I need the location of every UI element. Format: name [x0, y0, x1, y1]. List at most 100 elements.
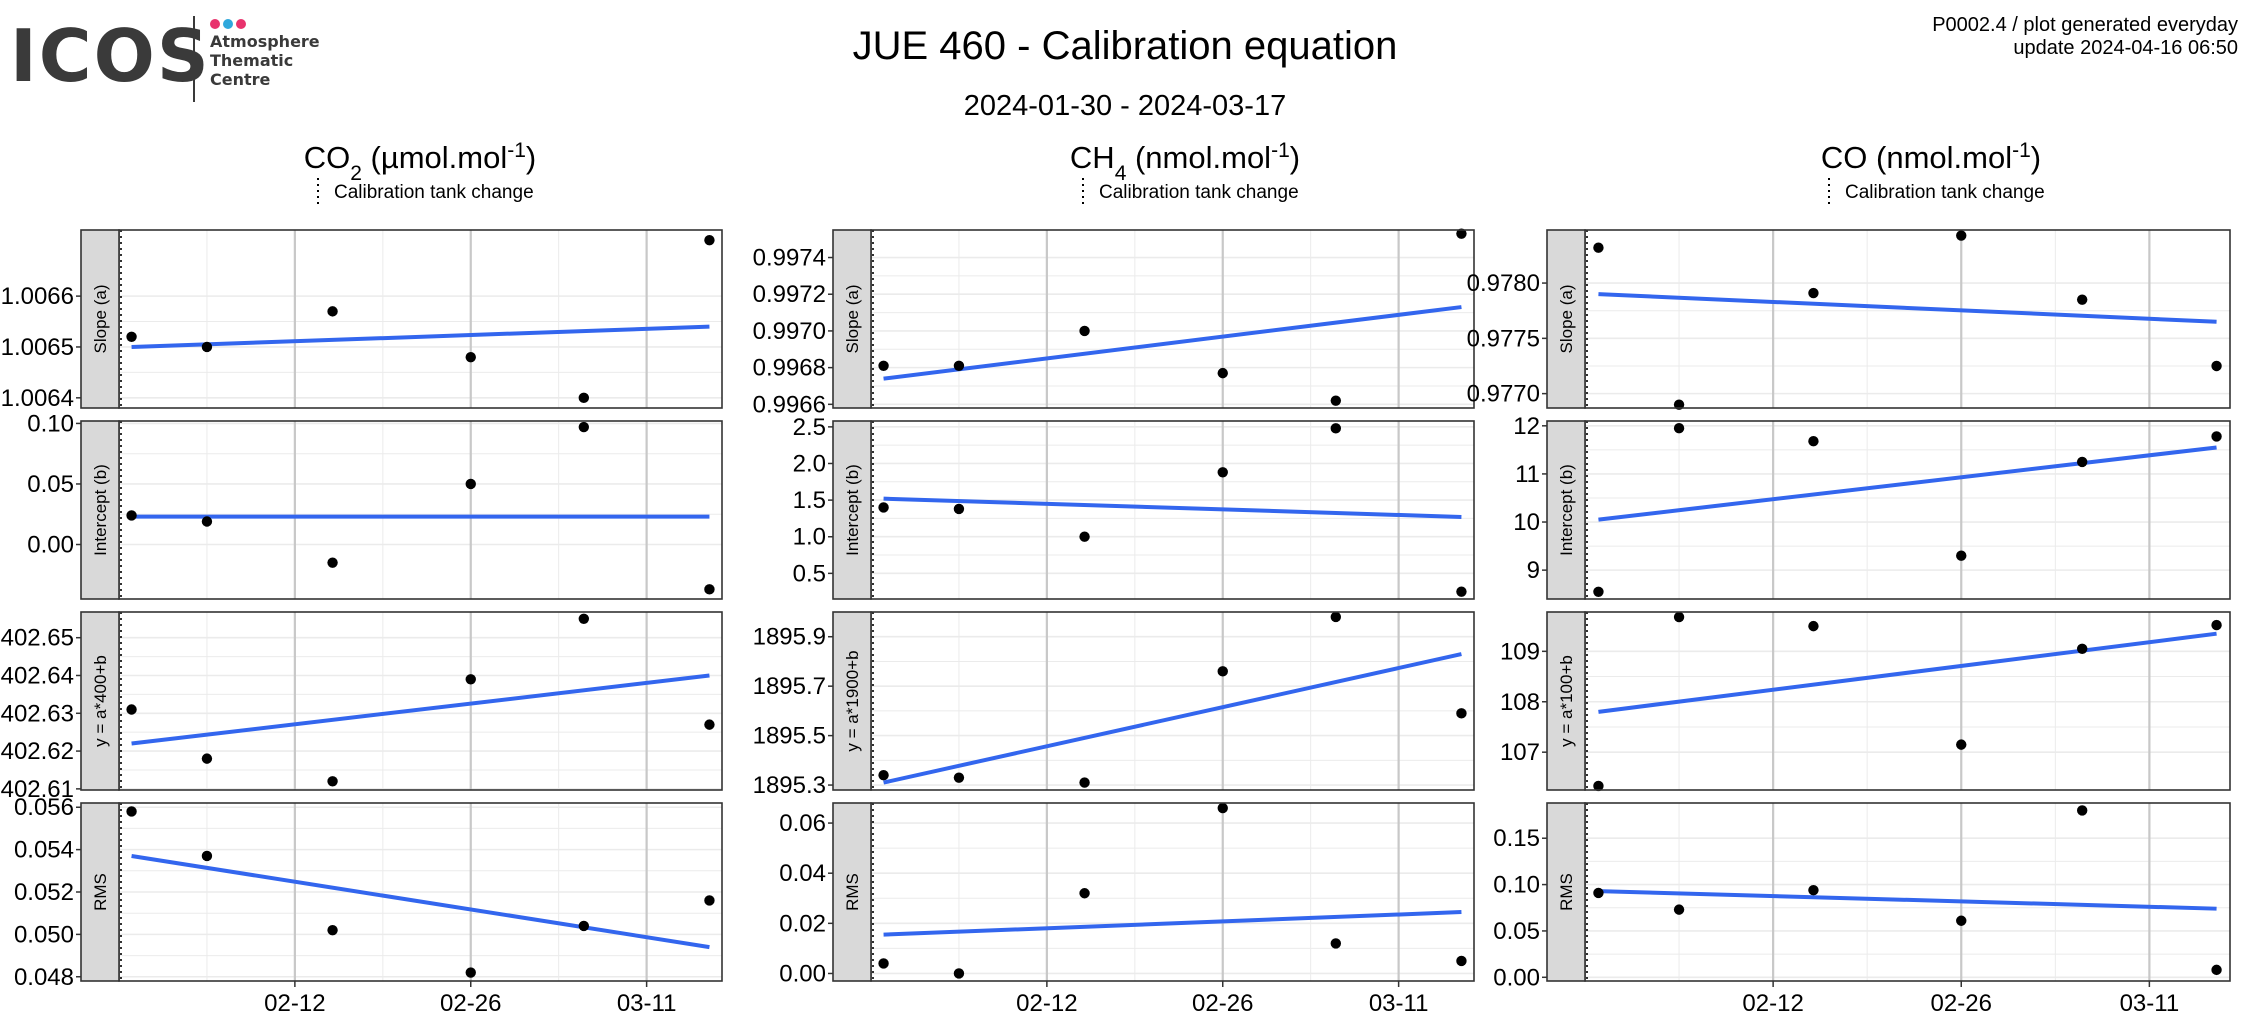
data-point: [1593, 887, 1604, 899]
y-tick-label: 0.04: [779, 860, 826, 887]
data-point: [953, 360, 965, 371]
y-tick-label: 0.00: [27, 532, 74, 559]
facet-strip-label: Intercept (b): [91, 464, 110, 556]
y-tick-label: 1895.3: [753, 772, 826, 799]
facet-strip: [1546, 802, 1586, 982]
panel-border: [118, 420, 723, 600]
data-point: [1217, 467, 1228, 478]
y-tick-label: 1895.9: [753, 624, 826, 651]
y-tick-label: 0.00: [779, 960, 826, 987]
data-point: [2076, 643, 2088, 655]
data-point: [1673, 423, 1685, 434]
date-range: 2024-01-30 - 2024-03-17: [963, 90, 1287, 122]
gas-column: CH4 (nmol.mol-1)Calibration tank changeS…: [753, 139, 1475, 1017]
data-point: [1079, 325, 1090, 337]
data-point: [201, 341, 213, 353]
gas-name: CO: [304, 140, 351, 175]
unit-close: ): [1290, 140, 1300, 175]
fit-line: [883, 496, 1462, 519]
gas-unit: (µmol.mol: [362, 140, 507, 175]
facet-strip-label: Intercept (b): [843, 464, 862, 556]
facet-strip-label: Slope (a): [91, 285, 110, 354]
unit-close: ): [526, 140, 536, 175]
page-header: ICOS Atmosphere Thematic Centre JUE 460 …: [0, 0, 2250, 130]
panel-border: [118, 611, 723, 791]
data-point: [2076, 456, 2088, 468]
facet-strip-label: RMS: [843, 873, 862, 911]
gas-column: CO (nmol.mol-1) Calibration tank change Sl…: [1467, 139, 2231, 1017]
panel-border: [870, 802, 1475, 982]
data-point: [1956, 550, 1967, 561]
data-point: [878, 360, 889, 371]
data-point: [1593, 586, 1604, 597]
data-point: [201, 753, 213, 764]
facet-panel: Slope (a) 1.0064 1.0065 1.0066: [1, 229, 723, 412]
y-tick-label: 11: [1515, 461, 1540, 488]
data-point: [201, 850, 213, 862]
fit-line: [1598, 445, 2217, 522]
facet-strip-label: y = a*1900+b: [843, 650, 862, 751]
data-point: [1808, 884, 1819, 896]
data-point: [704, 719, 715, 730]
facet-strip: [80, 229, 120, 409]
data-point: [1808, 287, 1819, 299]
data-point: [578, 613, 590, 625]
data-point: [126, 704, 137, 715]
gas-name: CO: [1821, 140, 1868, 175]
facet-panel: RMS 0.00 0.05 0.10 0.15 02-12 02-26 03-11: [1493, 802, 2231, 1017]
x-tick-label: 03-11: [617, 990, 677, 1017]
logo-subtitle: Atmosphere Thematic Centre: [210, 32, 320, 89]
y-tick-label: 1895.7: [753, 673, 826, 700]
facet-panel: Slope (a) 0.9966 0.9968 0.9970 0.9972 0.9974: [753, 228, 1475, 418]
y-tick-label: 2.5: [793, 414, 826, 441]
data-point: [465, 674, 476, 685]
y-tick-label: 402.61: [1, 776, 74, 803]
y-tick-label: 0.15: [1493, 825, 1540, 852]
facet-strip: [80, 420, 120, 600]
data-point: [2211, 964, 2222, 976]
y-tick-label: 109: [1500, 638, 1540, 665]
logo-dot: [210, 19, 220, 29]
y-tick-label: 0.5: [793, 560, 826, 587]
data-point: [578, 421, 590, 433]
y-tick-label: 0.9966: [753, 391, 826, 418]
data-point: [578, 920, 590, 932]
data-point: [704, 234, 715, 246]
fit-line: [1598, 292, 2217, 324]
facet-strip: [80, 802, 120, 982]
data-point: [465, 967, 476, 978]
data-point: [2211, 431, 2222, 442]
facet-panel: Intercept (b) 0.5 1.0 1.5 2.0 2.5: [793, 414, 1475, 600]
data-point: [578, 392, 590, 404]
y-tick-label: 0.054: [14, 837, 74, 864]
data-point: [201, 516, 213, 527]
y-tick-label: 0.9780: [1467, 270, 1540, 297]
x-tick-label: 02-12: [264, 990, 325, 1017]
y-tick-label: 10: [1513, 509, 1540, 536]
unit-superscript: -1: [2012, 139, 2031, 162]
unit-superscript: -1: [507, 139, 526, 162]
logo-divider: [193, 16, 195, 102]
facet-panel: y = a*100+b 107 108 109: [1500, 611, 2231, 792]
y-tick-label: 0.05: [27, 471, 74, 498]
data-point: [1079, 777, 1090, 788]
gas-unit: (nmol.mol: [1867, 140, 2012, 175]
data-point: [1217, 802, 1228, 814]
y-tick-label: 2.0: [793, 450, 826, 477]
facet-panel: y = a*400+b 402.61 402.62 402.63 402.64 402.6…: [1, 611, 723, 803]
facet-panel: Intercept (b) 9 10 11 12: [1513, 413, 2231, 600]
logo-dot: [223, 19, 233, 29]
fit-line: [883, 305, 1462, 381]
y-tick-label: 0.9972: [753, 281, 826, 308]
x-tick-label: 02-26: [1192, 990, 1253, 1017]
icos-logo: ICOS Atmosphere Thematic Centre: [10, 12, 330, 107]
facet-strip: [832, 420, 872, 600]
data-point: [126, 510, 137, 521]
gas-header: CO2 (µmol.mol-1): [304, 139, 537, 185]
logo-wordmark: ICOS: [10, 14, 211, 98]
y-tick-label: 0.10: [27, 410, 74, 437]
y-tick-label: 1895.5: [753, 723, 826, 750]
facet-panel: RMS 0.00 0.02 0.04 0.06 02-12 02-26 03-11: [779, 802, 1475, 1017]
facet-strip-label: RMS: [91, 873, 110, 911]
